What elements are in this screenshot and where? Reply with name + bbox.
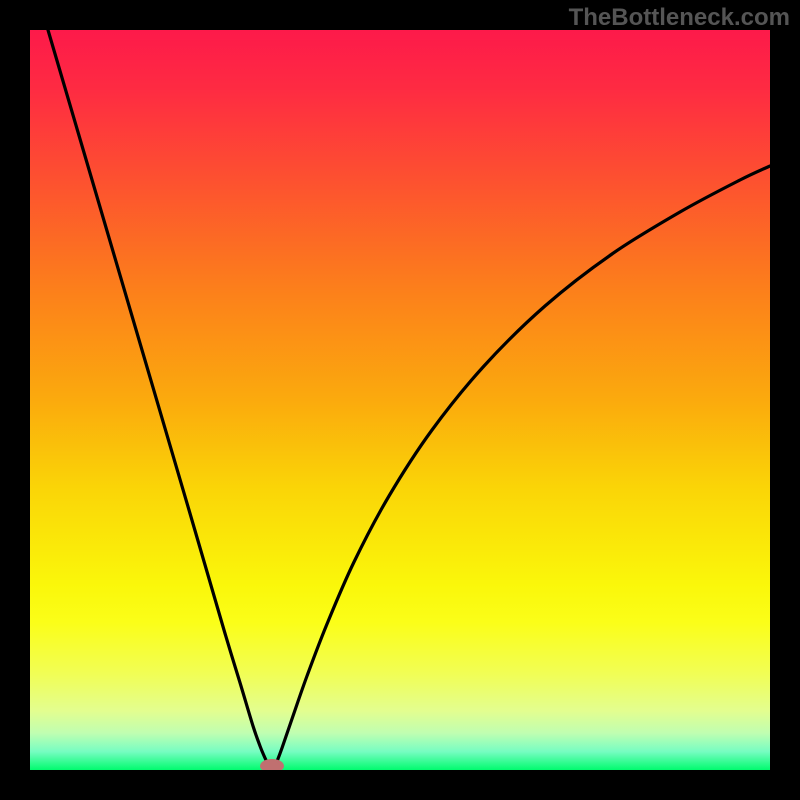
chart-container: TheBottleneck.com [0, 0, 800, 800]
plot-gradient-background [30, 30, 770, 770]
watermark-text: TheBottleneck.com [569, 4, 790, 32]
chart-svg [0, 0, 800, 800]
